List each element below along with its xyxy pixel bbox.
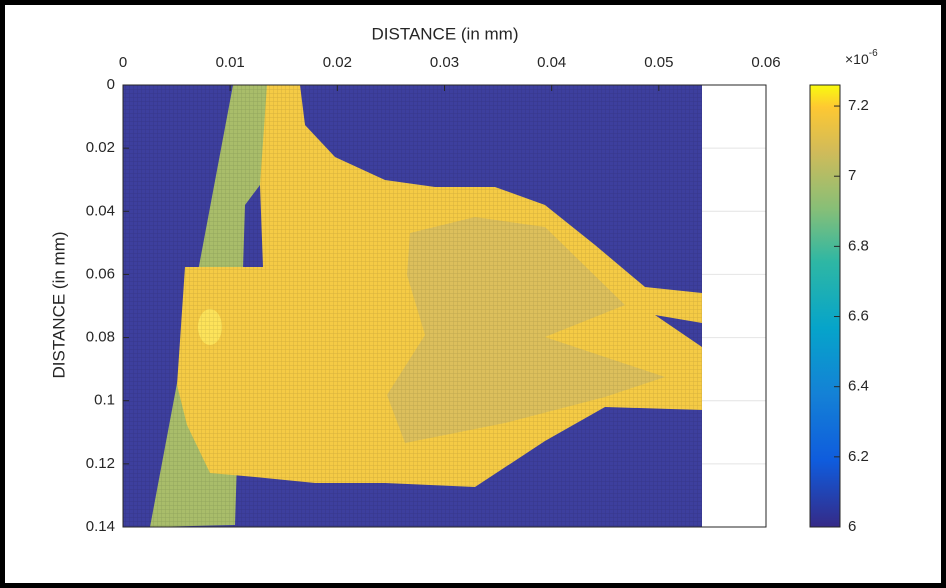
y-tick-label: 0.08 [86,329,115,346]
colorbar-tick-label: 6 [848,518,856,535]
x-tick-label: 0.03 [430,54,459,71]
colorbar-tick-label: 7.2 [848,97,869,114]
colorbar-tick-label: 6.4 [848,378,869,395]
chart: DISTANCE (in mm) DISTANCE (in mm) ×10-6 … [49,24,878,535]
y-tick-label: 0.06 [86,265,115,282]
x-axis-label: DISTANCE (in mm) [371,24,518,43]
colorbar-tick-label: 6.8 [848,237,869,254]
x-tick-label: 0.05 [644,54,673,71]
y-tick-label: 0.02 [86,139,115,156]
multiplier-base: ×10 [845,51,869,67]
x-tick-label: 0.01 [216,54,245,71]
multiplier-exponent: -6 [869,48,878,59]
x-tick-label: 0.04 [537,54,566,71]
y-tick-label: 0.1 [94,392,115,409]
x-tick-label: 0.02 [323,54,352,71]
colorbar-tick-label: 6.2 [848,448,869,465]
colorbar-tick-label: 6.6 [848,307,869,324]
heat-mesh [123,85,702,527]
y-tick-label: 0 [107,76,115,93]
y-axis-label: DISTANCE (in mm) [49,231,68,378]
y-tick-label: 0.14 [86,518,115,535]
x-tick-label: 0.06 [751,54,780,71]
colorbar [809,84,841,528]
colorbar-multiplier: ×10-6 [845,48,878,67]
y-tick-label: 0.12 [86,455,115,472]
x-tick-label: 0 [119,54,127,71]
colorbar-tick-label: 7 [848,167,856,184]
heatmap-image [123,85,702,527]
y-tick-label: 0.04 [86,202,115,219]
